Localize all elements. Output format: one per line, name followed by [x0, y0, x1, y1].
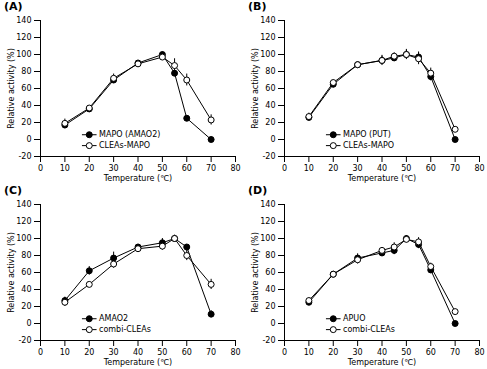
svg-text:60: 60: [21, 268, 31, 277]
svg-text:-20: -20: [18, 152, 31, 161]
svg-text:80: 80: [230, 348, 240, 357]
svg-text:60: 60: [182, 348, 192, 357]
svg-text:140: 140: [16, 200, 31, 209]
svg-text:40: 40: [377, 348, 387, 357]
svg-text:60: 60: [426, 164, 436, 173]
svg-text:60: 60: [182, 164, 192, 173]
svg-text:Relative activity (%): Relative activity (%): [7, 48, 16, 129]
svg-text:MAPO (PUT): MAPO (PUT): [343, 130, 391, 139]
svg-text:50: 50: [401, 348, 411, 357]
svg-text:80: 80: [474, 164, 484, 173]
svg-text:10: 10: [304, 348, 314, 357]
svg-text:0: 0: [26, 135, 31, 144]
svg-text:40: 40: [21, 101, 31, 110]
svg-text:70: 70: [206, 164, 216, 173]
svg-text:80: 80: [265, 67, 275, 76]
svg-text:40: 40: [377, 164, 387, 173]
svg-text:combi-CLEAs: combi-CLEAs: [99, 325, 151, 334]
svg-text:30: 30: [109, 348, 119, 357]
html-text:(D): (D): [248, 184, 268, 197]
svg-text:0: 0: [38, 164, 43, 173]
svg-text:-20: -20: [262, 152, 275, 161]
svg-text:-20: -20: [262, 336, 275, 345]
html-text:(C): (C): [4, 184, 23, 197]
svg-text:80: 80: [474, 348, 484, 357]
svg-text:MAPO (AMAO2): MAPO (AMAO2): [99, 130, 160, 139]
svg-text:140: 140: [16, 16, 31, 25]
svg-text:60: 60: [265, 268, 275, 277]
svg-text:0: 0: [282, 164, 287, 173]
svg-text:50: 50: [157, 348, 167, 357]
svg-text:60: 60: [426, 348, 436, 357]
svg-text:40: 40: [265, 101, 275, 110]
svg-text:40: 40: [265, 285, 275, 294]
svg-text:0: 0: [270, 319, 275, 328]
svg-text:100: 100: [16, 234, 31, 243]
svg-text:Relative activity (%): Relative activity (%): [251, 232, 260, 313]
svg-text:120: 120: [16, 33, 31, 42]
svg-text:40: 40: [21, 285, 31, 294]
svg-text:Temperature (℃): Temperature (℃): [347, 358, 416, 367]
svg-text:30: 30: [109, 164, 119, 173]
svg-text:AMAO2: AMAO2: [99, 314, 128, 323]
svg-text:60: 60: [265, 84, 275, 93]
svg-text:100: 100: [16, 50, 31, 59]
svg-text:Temperature (℃): Temperature (℃): [103, 174, 172, 183]
svg-text:120: 120: [260, 33, 275, 42]
svg-text:CLEAs-MAPO: CLEAs-MAPO: [343, 141, 394, 150]
svg-text:30: 30: [353, 164, 363, 173]
svg-text:80: 80: [21, 67, 31, 76]
svg-text:0: 0: [38, 348, 43, 357]
html-text:(A): (A): [4, 0, 23, 13]
svg-text:0: 0: [282, 348, 287, 357]
svg-text:70: 70: [450, 348, 460, 357]
svg-text:30: 30: [353, 348, 363, 357]
svg-text:50: 50: [157, 164, 167, 173]
svg-text:20: 20: [328, 348, 338, 357]
svg-text:20: 20: [265, 302, 275, 311]
svg-text:120: 120: [16, 217, 31, 226]
svg-text:80: 80: [265, 251, 275, 260]
svg-text:40: 40: [133, 348, 143, 357]
svg-text:Relative activity (%): Relative activity (%): [251, 48, 260, 129]
svg-text:20: 20: [328, 164, 338, 173]
svg-text:-20: -20: [18, 336, 31, 345]
svg-text:100: 100: [260, 50, 275, 59]
svg-text:10: 10: [60, 348, 70, 357]
svg-text:60: 60: [21, 84, 31, 93]
svg-text:140: 140: [260, 16, 275, 25]
svg-text:20: 20: [21, 118, 31, 127]
svg-text:combi-CLEAs: combi-CLEAs: [343, 325, 395, 334]
svg-text:Temperature (℃): Temperature (℃): [347, 174, 416, 183]
svg-text:70: 70: [450, 164, 460, 173]
svg-text:120: 120: [260, 217, 275, 226]
svg-text:140: 140: [260, 200, 275, 209]
svg-text:0: 0: [26, 319, 31, 328]
svg-text:Relative activity (%): Relative activity (%): [7, 232, 16, 313]
svg-text:20: 20: [84, 164, 94, 173]
html-text:(B): (B): [248, 0, 267, 13]
svg-text:20: 20: [21, 302, 31, 311]
svg-text:10: 10: [304, 164, 314, 173]
svg-text:20: 20: [84, 348, 94, 357]
svg-text:10: 10: [60, 164, 70, 173]
svg-text:20: 20: [265, 118, 275, 127]
svg-text:100: 100: [260, 234, 275, 243]
svg-text:0: 0: [270, 135, 275, 144]
svg-text:80: 80: [21, 251, 31, 260]
svg-text:80: 80: [230, 164, 240, 173]
svg-text:50: 50: [401, 164, 411, 173]
svg-text:CLEAs-MAPO: CLEAs-MAPO: [99, 141, 150, 150]
svg-text:APUO: APUO: [343, 314, 365, 323]
svg-text:40: 40: [133, 164, 143, 173]
svg-text:Temperature (℃): Temperature (℃): [103, 358, 172, 367]
svg-text:70: 70: [206, 348, 216, 357]
